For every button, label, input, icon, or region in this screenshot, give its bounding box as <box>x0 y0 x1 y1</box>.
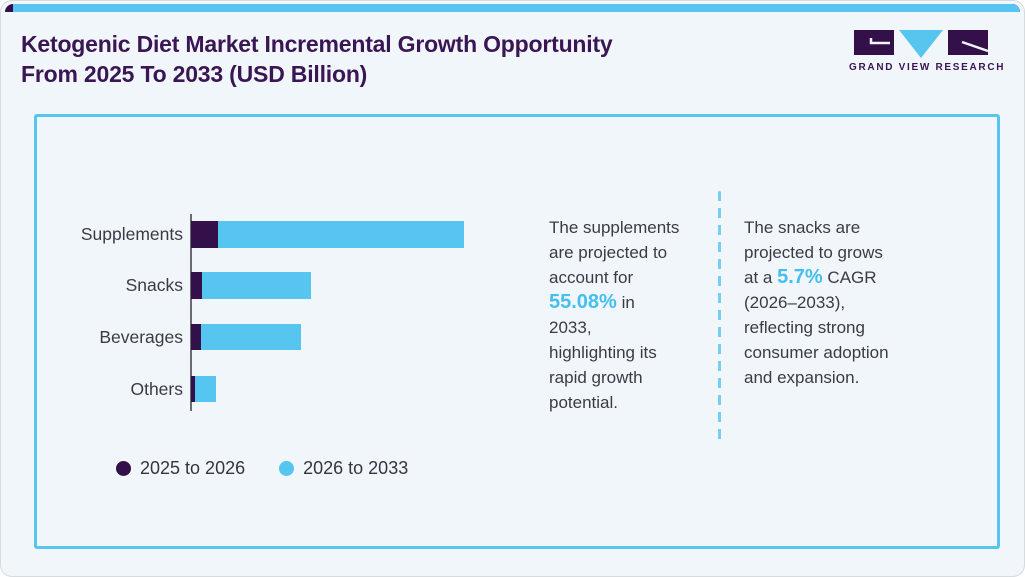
category-label-snacks: Snacks <box>125 275 183 295</box>
highlighted-stat: 5.7% <box>777 266 823 288</box>
legend-item-2026-2033: 2026 to 2033 <box>279 458 408 479</box>
gvr-logo-mark <box>854 30 989 58</box>
chart-legend: 2025 to 2026 2026 to 2033 <box>116 458 408 479</box>
bar-others <box>191 376 216 402</box>
callout-text: The supplements are projected to account… <box>549 218 680 287</box>
bar-supplements <box>191 221 464 248</box>
bar-snacks <box>191 272 311 299</box>
category-label-others: Others <box>130 379 183 399</box>
top-accent-bar-blue <box>13 4 1020 12</box>
bar-supplements-2026-2033 <box>218 221 464 248</box>
bar-snacks-2026-2033 <box>202 272 311 299</box>
callout-text: in 2033, highlighting its rapid growth p… <box>549 293 657 412</box>
category-label-supplements: Supplements <box>80 224 183 244</box>
legend-dot-2026-2033-icon <box>279 461 295 476</box>
bar-snacks-2025-2026 <box>191 272 202 299</box>
logo-text: GRAND VIEW RESEARCH <box>849 62 1006 73</box>
dashed-divider <box>718 191 721 443</box>
bar-beverages <box>191 324 301 350</box>
bar-others-2025-2026 <box>191 376 195 402</box>
gvr-logo-v-triangle-icon <box>899 30 943 58</box>
chart-axis-line <box>190 214 192 411</box>
legend-item-2025-2026: 2025 to 2026 <box>116 458 245 479</box>
bar-beverages-2026-2033 <box>201 324 301 350</box>
supplements-callout: The supplements are projected to account… <box>549 215 711 415</box>
legend-label-2026-2033: 2026 to 2033 <box>303 458 409 478</box>
gvr-logo-g-block-icon <box>854 30 894 55</box>
page-title: Ketogenic Diet Market Incremental Growth… <box>21 31 613 87</box>
gvr-logo: GRAND VIEW RESEARCH <box>849 29 1006 73</box>
snacks-callout: The snacks are projected to grows at a 5… <box>744 215 936 390</box>
callout-text: CAGR (2026–2033), reflecting strong cons… <box>744 268 889 387</box>
legend-dot-2025-2026-icon <box>116 461 131 476</box>
bar-others-2026-2033 <box>195 376 216 402</box>
legend-label-2025-2026: 2025 to 2026 <box>140 458 246 478</box>
callout-text: The snacks are projected to grows at a <box>744 218 883 287</box>
chart-panel: Supplements Snacks Beverages Others 2025 <box>34 114 1000 549</box>
highlighted-stat: 55.08% <box>549 291 617 313</box>
top-accent-bar <box>5 4 1020 12</box>
gvr-logo-r-block-icon <box>948 30 989 55</box>
category-label-beverages: Beverages <box>99 327 183 347</box>
bar-beverages-2025-2026 <box>191 324 201 350</box>
bar-supplements-2025-2026 <box>191 221 218 248</box>
